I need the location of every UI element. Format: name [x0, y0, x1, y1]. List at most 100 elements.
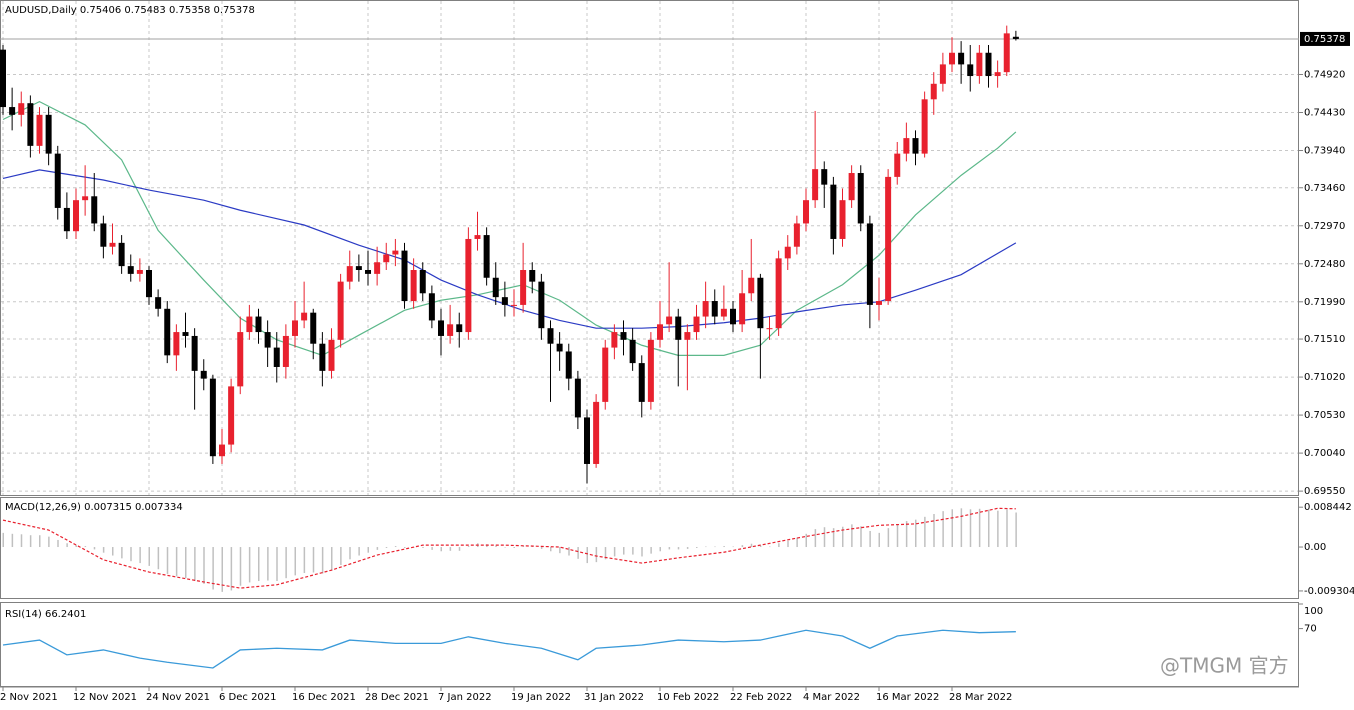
candle-body [930, 83, 937, 100]
candle-body [684, 332, 691, 340]
candle-body [584, 417, 590, 464]
macd-bar [458, 547, 461, 551]
candle-body [720, 308, 727, 317]
candle-body [1012, 36, 1019, 39]
macd-bar [39, 535, 41, 548]
macd-bar [705, 546, 707, 548]
candle-body [894, 153, 901, 177]
macd-bar [632, 547, 634, 555]
macd-bar [130, 547, 132, 562]
macd-bar [404, 547, 406, 548]
candle-body [264, 332, 271, 348]
x-tick-label: 2 Nov 2021 [0, 692, 58, 703]
candle-body [520, 270, 527, 305]
candle-body [547, 328, 554, 344]
x-tick-label: 31 Jan 2022 [584, 692, 644, 703]
macd-bar [11, 533, 14, 548]
macd-bar [422, 547, 424, 548]
candle-body [54, 153, 61, 208]
candle-body [967, 64, 974, 77]
macd-signal [2, 507, 1016, 589]
candle-body [629, 339, 636, 364]
macd-bar [2, 532, 4, 548]
macd-bar [194, 547, 196, 582]
macd-bar [997, 510, 999, 548]
macd-bar [121, 547, 123, 559]
macd-bar [942, 511, 944, 548]
macd-bar [267, 547, 269, 581]
macd-bar [221, 547, 223, 592]
candle-body [9, 107, 16, 115]
candle-body [419, 270, 426, 294]
candle-body [282, 335, 289, 367]
y-tick-label: 0.72970 [1304, 221, 1345, 232]
y-tick-label: -0.009304 [1304, 586, 1354, 597]
candle-body [511, 304, 517, 306]
candle-body [200, 370, 207, 379]
macd-bar [367, 547, 369, 553]
macd-bar [778, 543, 780, 548]
macd-bar [230, 547, 233, 591]
macd-bar [239, 547, 242, 586]
macd-bar [504, 547, 506, 548]
candle-body [346, 266, 353, 282]
candle-body [27, 103, 34, 146]
macd-bar [659, 547, 661, 552]
candle-body [219, 444, 225, 457]
candle-body [45, 114, 52, 154]
macd-bar [148, 547, 150, 566]
candle-body [593, 401, 600, 464]
macd-bar [513, 547, 515, 548]
y-tick-label: 0.71020 [1304, 372, 1345, 383]
candle-body [310, 312, 317, 344]
candle-body [36, 114, 43, 146]
macd-bar [823, 527, 826, 548]
candle-body [912, 138, 919, 154]
macd-bar [750, 543, 753, 548]
x-tick-label: 19 Jan 2022 [511, 692, 571, 703]
candle-body [136, 270, 143, 274]
candle-body [0, 49, 6, 108]
macd-bar [933, 513, 935, 548]
macd-bar [878, 532, 880, 548]
candle-body [757, 277, 764, 329]
macd-bar [248, 547, 251, 583]
y-tick-label: 0.69550 [1304, 486, 1345, 497]
x-tick-label: 16 Dec 2021 [292, 692, 356, 703]
macd-bar [212, 547, 214, 590]
macd-bar [93, 547, 96, 550]
main-pane-frame [0, 0, 1299, 496]
macd-bar [623, 547, 625, 555]
macd-bar [57, 539, 59, 548]
x-tick-label: 22 Feb 2022 [730, 692, 792, 703]
candle-body [574, 378, 581, 418]
candle-body [657, 324, 663, 340]
candle-body [675, 316, 682, 340]
macd-bar [112, 547, 114, 556]
macd-bar [467, 546, 470, 548]
macd-bar [1015, 512, 1017, 548]
macd-bar [540, 547, 543, 549]
candle-body [355, 266, 362, 270]
y-tick-label: 70 [1304, 624, 1317, 635]
candle-body [839, 200, 846, 239]
macd-bar [988, 509, 990, 548]
candle-body [392, 250, 399, 255]
macd-bar [759, 545, 762, 548]
candle-body [191, 335, 198, 371]
macd-bar [394, 546, 397, 548]
candle-body [647, 339, 654, 402]
candle-body [255, 316, 262, 333]
candle-body [976, 52, 983, 77]
candle-body [164, 308, 171, 356]
candle-body [383, 254, 390, 263]
candle-body [228, 386, 235, 445]
macd-bar [385, 547, 388, 548]
macd-bar [978, 508, 981, 548]
candle-body [857, 173, 864, 224]
macd-bar [668, 547, 671, 550]
candle-body [1003, 33, 1010, 73]
macd-bar [20, 534, 23, 548]
candle-body [100, 223, 107, 247]
macd-pane-frame [0, 497, 1299, 599]
